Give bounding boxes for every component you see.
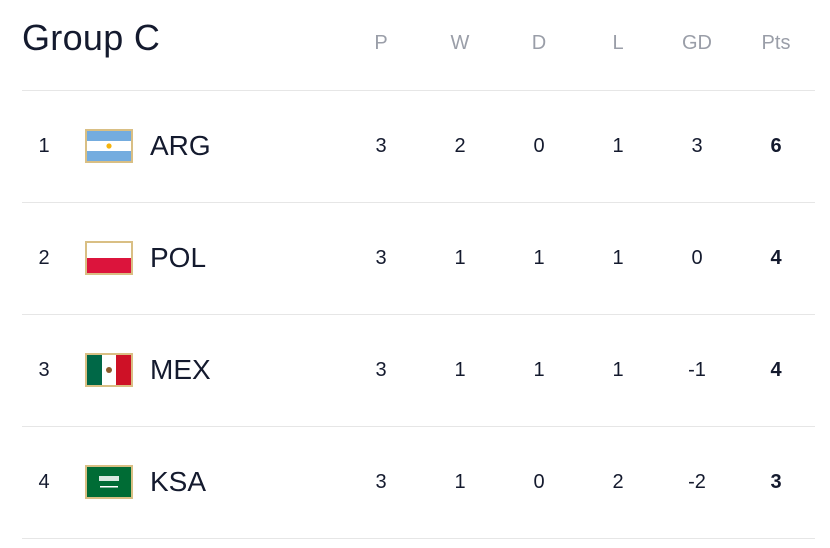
column-header: D	[531, 32, 547, 54]
stat-cell: 3	[375, 359, 387, 381]
column-header: L	[612, 32, 624, 54]
team-name: POL	[150, 242, 207, 273]
stat-cell: -1	[688, 359, 706, 381]
table-row: 2 POL 3 1 1 1 0 4	[0, 238, 830, 278]
points: 6	[770, 135, 782, 157]
table-row: 4 KSA 3 1 0 2 -2 3	[0, 462, 830, 502]
flag	[85, 241, 133, 275]
stat-cell: 1	[454, 359, 466, 381]
stat-cell: 2	[612, 471, 624, 493]
stat-cell: 3	[691, 135, 703, 157]
separator	[22, 90, 815, 91]
column-header: W	[450, 32, 470, 54]
column-header: GD	[682, 32, 712, 54]
team-name: MEX	[150, 354, 211, 385]
rank: 4	[38, 471, 50, 493]
team-name: ARG	[150, 130, 211, 161]
rank: 1	[38, 135, 50, 157]
stat-cell: 1	[454, 471, 466, 493]
stat-cell: 1	[612, 359, 624, 381]
table-row: 1 ARG 3 2 0 1 3 6	[0, 126, 830, 166]
stat-cell: 1	[454, 247, 466, 269]
stat-cell: 0	[533, 135, 545, 157]
separator	[22, 202, 815, 203]
points: 4	[770, 359, 782, 381]
separator	[22, 538, 815, 539]
stat-cell: 2	[454, 135, 466, 157]
stat-cell: 0	[691, 247, 703, 269]
stat-cell: 0	[533, 471, 545, 493]
points: 3	[770, 471, 782, 493]
table-row: 3 MEX 3 1 1 1 -1 4	[0, 350, 830, 390]
rank: 2	[38, 247, 50, 269]
separator	[22, 426, 815, 427]
stat-cell: 1	[533, 247, 545, 269]
stat-cell: 3	[375, 471, 387, 493]
points: 4	[770, 247, 782, 269]
separator	[22, 314, 815, 315]
stat-cell: 3	[375, 247, 387, 269]
stat-cell: 1	[612, 135, 624, 157]
stat-cell: 1	[533, 359, 545, 381]
column-header: Pts	[761, 32, 791, 54]
rank: 3	[38, 359, 50, 381]
stat-cell: -2	[688, 471, 706, 493]
flag	[85, 465, 133, 499]
flag	[85, 353, 133, 387]
flag	[85, 129, 133, 163]
group-title: Group C	[22, 17, 161, 58]
stat-cell: 3	[375, 135, 387, 157]
column-header: P	[374, 32, 388, 54]
team-name: KSA	[150, 466, 207, 497]
stat-cell: 1	[612, 247, 624, 269]
